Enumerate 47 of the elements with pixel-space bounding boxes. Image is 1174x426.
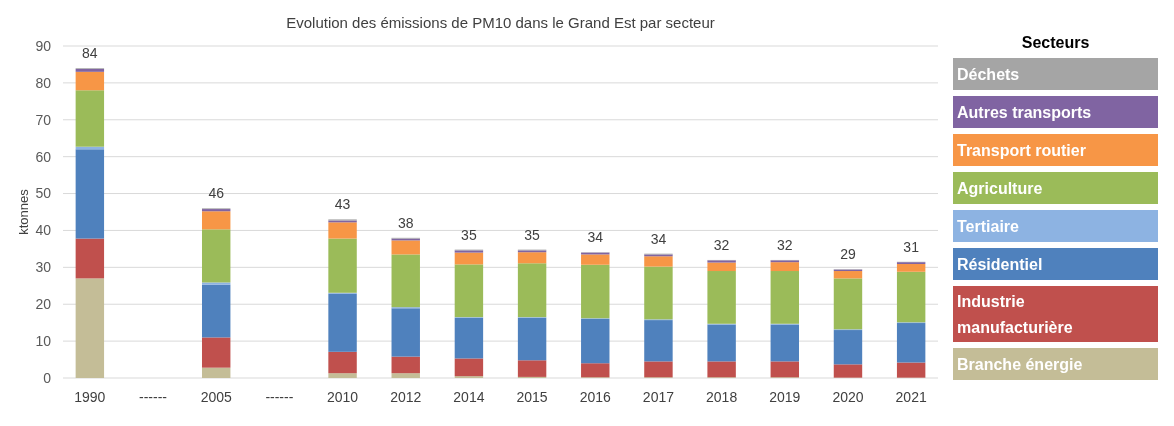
y-tick-label: 20 bbox=[35, 296, 52, 313]
y-tick-label: 60 bbox=[35, 148, 52, 165]
y-tick-label: 0 bbox=[43, 369, 52, 386]
y-tick-label: 40 bbox=[35, 222, 52, 239]
x-tick-label: 2005 bbox=[200, 389, 232, 405]
text: Transport routier bbox=[957, 141, 1086, 159]
y-axis-title: ktonnes bbox=[16, 188, 31, 235]
text: Industrie manufacturière bbox=[957, 292, 1073, 336]
x-tick-label: 2017 bbox=[642, 389, 675, 405]
text: Autres transports bbox=[957, 103, 1092, 121]
total-label: 31 bbox=[903, 238, 920, 255]
x-tick-label: ------ bbox=[139, 389, 168, 405]
x-tick-label: ------ bbox=[265, 389, 294, 405]
y-tick-label: 50 bbox=[35, 185, 52, 202]
total-label: 29 bbox=[840, 246, 856, 263]
x-tick-label: 2021 bbox=[895, 389, 927, 405]
text: Tertiaire bbox=[957, 217, 1020, 235]
chart-title: Evolution des émissions de PM10 dans le Grand Est par secteur bbox=[286, 14, 715, 31]
total-label: 32 bbox=[713, 236, 730, 253]
total-label: 35 bbox=[461, 226, 477, 243]
y-tick-label: 30 bbox=[35, 259, 52, 276]
y-tick-label: 10 bbox=[35, 333, 52, 350]
x-tick-label: 2016 bbox=[579, 389, 612, 405]
text: Résidentiel bbox=[957, 255, 1043, 273]
x-tick-label: 2019 bbox=[769, 389, 801, 405]
total-label: 46 bbox=[208, 185, 225, 202]
x-tick-label: 2020 bbox=[832, 389, 864, 405]
text: Agriculture bbox=[957, 179, 1043, 197]
total-label: 35 bbox=[524, 226, 541, 243]
text: Branche énergie bbox=[957, 355, 1083, 373]
total-label: 38 bbox=[397, 214, 414, 231]
x-tick-label: 2018 bbox=[706, 389, 738, 405]
text: Déchets bbox=[957, 65, 1020, 83]
total-label: 34 bbox=[650, 230, 667, 247]
total-label: 32 bbox=[777, 236, 793, 253]
total-label: 84 bbox=[82, 45, 98, 62]
x-tick-label: 2012 bbox=[390, 389, 422, 405]
y-tick-label: 70 bbox=[35, 111, 52, 128]
total-label: 34 bbox=[587, 229, 604, 246]
x-tick-label: 2010 bbox=[326, 389, 359, 405]
total-label: 43 bbox=[334, 196, 351, 213]
x-tick-label: 1990 bbox=[74, 389, 106, 405]
y-tick-label: 90 bbox=[35, 37, 52, 54]
y-tick-label: 80 bbox=[35, 74, 52, 91]
x-tick-label: 2014 bbox=[453, 389, 485, 405]
x-tick-label: 2015 bbox=[516, 389, 548, 405]
legend-title: Secteurs bbox=[1021, 34, 1090, 51]
